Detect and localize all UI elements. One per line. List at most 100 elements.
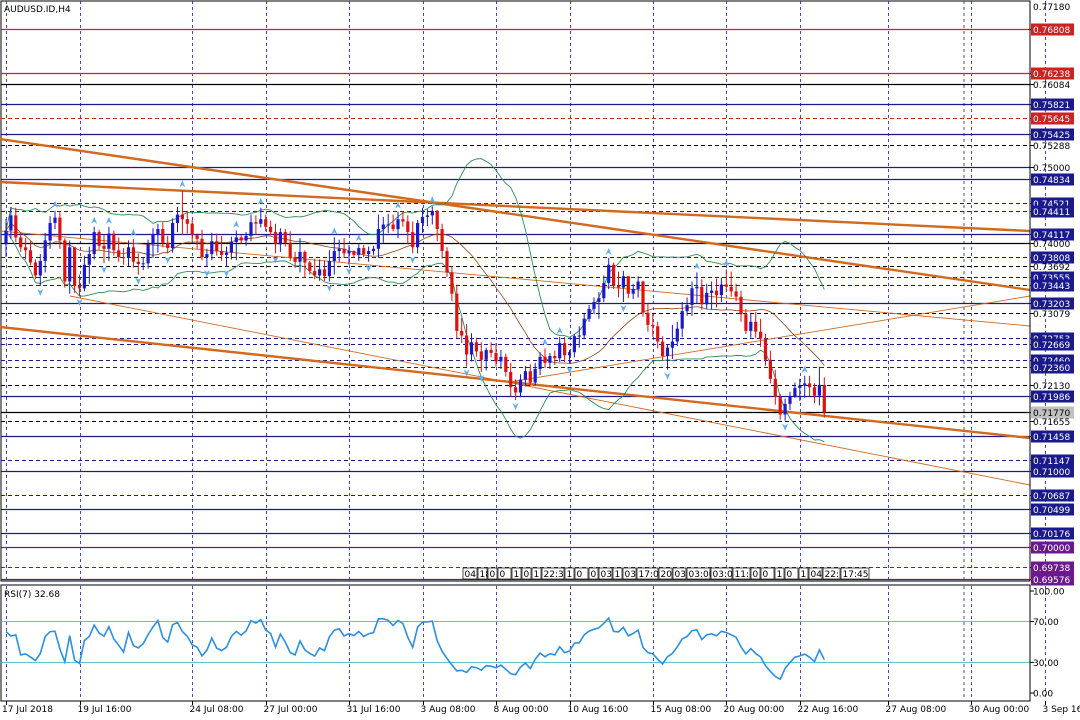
- time-axis-label: 19 Jul 16:00: [78, 705, 132, 715]
- candle-body: [577, 335, 581, 337]
- candle-body: [126, 247, 131, 258]
- time-strip-box: [784, 567, 799, 580]
- candle-body: [783, 403, 787, 415]
- candle-body: [318, 269, 322, 276]
- fractal-down-marker: [76, 298, 83, 306]
- candle-body: [278, 232, 282, 245]
- price-label-box: [1031, 67, 1074, 80]
- fractal-up-marker: [801, 365, 808, 373]
- fractal-down-marker: [512, 403, 519, 411]
- candle-body: [719, 284, 723, 296]
- fractal-up-marker: [429, 196, 436, 204]
- time-axis-label: 3 Sep 16:00: [1043, 705, 1080, 715]
- candle-body: [616, 286, 621, 288]
- candle-body: [367, 251, 371, 255]
- candle-body: [9, 215, 13, 231]
- chart-title: AUDUSD.ID,H4: [4, 5, 71, 15]
- candle-body: [489, 349, 493, 353]
- candle-body: [651, 324, 655, 327]
- time-strip-label: 04: [465, 570, 477, 580]
- candle-body: [190, 223, 194, 236]
- candle-body: [381, 224, 385, 230]
- time-axis-label: 17 Jul 2018: [2, 705, 53, 715]
- candle-body: [406, 221, 410, 232]
- thin-lower-trendline: [69, 295, 1031, 486]
- time-strip-label: 0: [753, 570, 759, 580]
- candle-body: [484, 349, 488, 360]
- candle-body: [661, 341, 665, 356]
- thin-upper-trendline: [0, 230, 1031, 327]
- fractal-down-marker: [164, 256, 171, 264]
- thin-rising-trendline: [509, 295, 1031, 383]
- candle-body: [73, 247, 77, 287]
- time-strip-box: [798, 567, 809, 580]
- candle-body: [122, 257, 126, 259]
- fractal-up-marker: [331, 227, 338, 235]
- time-strip-box: [462, 567, 478, 580]
- candle-body: [63, 240, 67, 282]
- candle-body: [597, 298, 601, 302]
- candle-body: [332, 251, 336, 261]
- price-label-box: [1031, 561, 1074, 574]
- price-label-box: [1031, 251, 1074, 264]
- candle-body: [347, 251, 351, 254]
- price-label-box: [1031, 430, 1074, 443]
- price-label-box: [1031, 98, 1074, 111]
- price-level-label: 0.73808: [1033, 254, 1070, 264]
- time-strip-label: 1: [615, 570, 621, 580]
- price-level-label: 0.75821: [1033, 101, 1070, 111]
- fractal-up-marker: [91, 216, 98, 224]
- candle-body: [724, 284, 728, 287]
- price-level-label: 0.74000: [1033, 240, 1070, 250]
- time-strip-label: 0: [490, 570, 496, 580]
- candle-body: [435, 210, 439, 229]
- candle-body: [244, 235, 248, 241]
- time-strip-label: 20:: [661, 570, 675, 580]
- fractal-up-marker: [105, 216, 112, 224]
- fractal-up-marker: [179, 180, 186, 188]
- fractal-up-marker: [693, 262, 700, 270]
- time-strip-label: 22:3: [544, 570, 564, 580]
- time-strip-box: [658, 567, 673, 580]
- rsi-axis-label: 30.00: [1033, 659, 1059, 669]
- fractal-down-marker: [223, 270, 230, 278]
- candle-body: [136, 261, 140, 264]
- candle-body: [572, 336, 576, 353]
- candle-body: [705, 292, 709, 305]
- time-strip-label: 03:00: [689, 570, 715, 580]
- time-strip-label: 0: [577, 570, 583, 580]
- candle-body: [14, 215, 18, 238]
- candle-body: [612, 264, 616, 287]
- candle-body: [141, 263, 145, 265]
- time-axis-label: 31 Jul 16:00: [347, 705, 401, 715]
- candle-body: [97, 232, 101, 246]
- candle-body: [337, 248, 341, 252]
- candle-body: [675, 328, 679, 342]
- price-label-box: [1031, 573, 1074, 586]
- time-strip-box: [531, 567, 542, 580]
- fractal-up-marker: [542, 338, 548, 346]
- candle-body: [778, 397, 782, 415]
- candle-body: [533, 368, 537, 383]
- bollinger-upper-band: [5, 158, 825, 338]
- price-label-box: [1031, 297, 1074, 310]
- time-axis-label: 24 Jul 08:00: [190, 705, 244, 715]
- time-strip-label: 22:: [825, 570, 839, 580]
- price-level-label: 0.76238: [1033, 70, 1070, 80]
- price-level-label: 0.75645: [1033, 115, 1070, 125]
- price-level-label: 0.69738: [1033, 564, 1070, 574]
- price-label-box: [1031, 465, 1074, 478]
- time-strip-box: [686, 567, 711, 580]
- candle-body: [656, 326, 660, 342]
- fractal-markers: [37, 180, 808, 431]
- price-level-label: 0.72669: [1033, 341, 1070, 351]
- candle-body: [161, 229, 165, 243]
- price-level-label: 0.74521: [1033, 200, 1070, 210]
- candle-body: [514, 387, 518, 393]
- candle-body: [680, 311, 684, 329]
- price-level-label: 0.73555: [1033, 274, 1070, 284]
- time-strip-label: 1: [801, 570, 807, 580]
- price-level-label: 0.75288: [1033, 142, 1070, 152]
- fractal-up-marker: [257, 197, 264, 205]
